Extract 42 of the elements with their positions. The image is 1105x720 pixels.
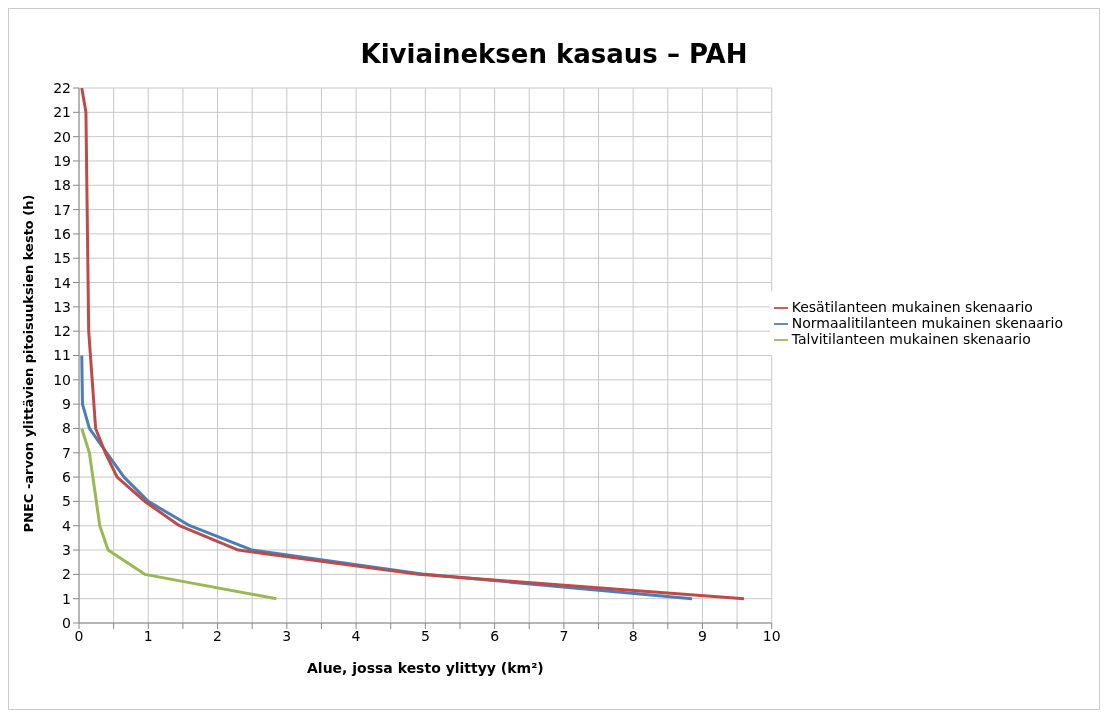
x-axis-title: Alue, jossa kesto ylittyy (km²) [307,660,544,676]
y-tick-label: 20 [53,128,71,145]
legend-label: Talvitilanteen mukainen skenaario [791,331,1031,347]
y-tick-label: 16 [53,225,72,242]
x-tick-label: 10 [762,627,781,644]
y-tick-label: 14 [53,274,72,291]
y-tick-label: 7 [62,444,71,461]
y-tick-label: 13 [53,298,71,315]
legend-label: Normaalitilanteen mukainen skenaario [791,315,1063,331]
y-tick-label: 4 [62,517,72,534]
line-series [80,88,746,601]
x-tick-label: 8 [628,627,638,644]
y-tick-label: 15 [53,250,71,267]
y-tick-label: 19 [53,152,71,169]
x-tick-label: 4 [351,627,361,644]
x-tick-label: 5 [420,627,430,644]
line-series [80,426,278,601]
y-axis-title: PNEC -arvon ylittävien pitoisuuksien kesto (h) [21,194,37,532]
y-tick-label: 0 [62,614,71,631]
x-tick-label: 3 [282,627,292,644]
y-tick-label: 6 [62,469,72,486]
x-tick-label: 2 [213,627,222,644]
y-tick-label: 9 [62,396,71,413]
y-tick-label: 8 [62,420,71,437]
y-tick-label: 21 [53,104,71,121]
x-tick-label: 0 [74,627,84,644]
y-tick-label: 2 [62,566,71,583]
chart-title: Kiviaineksen kasaus – PAH [360,39,748,69]
x-tick-label: 6 [490,627,500,644]
x-tick-label: 1 [143,627,153,644]
y-tick-label: 11 [53,347,71,364]
x-tick-label: 9 [697,627,707,644]
y-tick-label: 3 [62,542,71,559]
x-tick-label: 7 [559,627,569,644]
y-tick-label: 18 [53,177,71,194]
y-tick-label: 1 [62,590,71,607]
legend-label: Kesätilanteen mukainen skenaario [791,299,1033,315]
y-tick-label: 22 [53,79,71,96]
y-tick-label: 10 [53,371,71,388]
y-tick-label: 5 [62,493,71,510]
y-tick-label: 12 [53,323,71,340]
y-tick-label: 17 [53,201,71,218]
